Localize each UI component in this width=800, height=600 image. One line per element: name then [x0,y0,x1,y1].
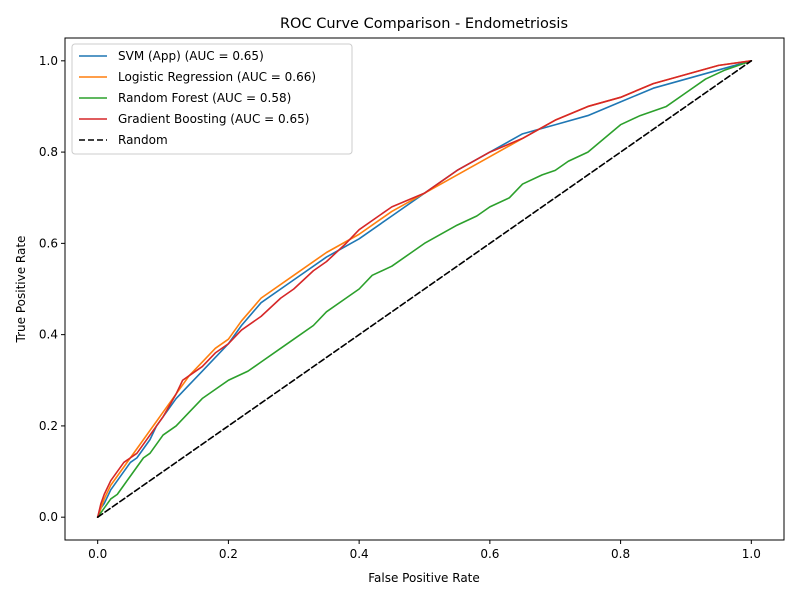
y-tick-label: 0.4 [39,328,58,342]
series-line-3 [96,60,753,518]
y-axis-label: True Positive Rate [14,236,28,344]
x-tick-label: 0.4 [350,547,369,561]
y-tick-label: 0.8 [39,145,58,159]
series-line-2 [96,60,753,518]
x-tick-label: 1.0 [742,547,761,561]
x-tick-label: 0.6 [480,547,499,561]
x-axis-ticks: 0.0 0.2 0.4 0.6 0.8 1.0 [88,540,761,561]
legend: SVM (App) (AUC = 0.65) Logistic Regressio… [71,43,353,155]
x-tick-label: 0.2 [219,547,238,561]
legend-box [71,43,353,155]
legend-label: Gradient Boosting (AUC = 0.65) [118,112,309,126]
chart-title: ROC Curve Comparison - Endometriosis [280,16,568,32]
y-tick-label: 0.6 [39,236,58,250]
legend-label: Random [118,133,168,147]
series-group [96,60,753,518]
legend-label: SVM (App) (AUC = 0.65) [118,49,264,63]
y-axis-ticks: 0.0 0.2 0.4 0.6 0.8 1.0 [39,54,65,524]
y-tick-label: 0.2 [39,419,58,433]
y-tick-label: 1.0 [39,54,58,68]
series-line-0 [96,60,753,518]
x-tick-label: 0.8 [611,547,630,561]
plot-frame [64,37,785,541]
x-tick-label: 0.0 [88,547,107,561]
x-axis-label: False Positive Rate [368,571,480,585]
y-tick-label: 0.0 [39,510,58,524]
plot-area: 0.0 0.2 0.4 0.6 0.8 1.0 0.0 0.2 0.4 0.6 0.8 1.0 [39,37,785,561]
legend-label: Random Forest (AUC = 0.58) [118,91,291,105]
legend-label: Logistic Regression (AUC = 0.66) [118,70,316,84]
series-line-4 [96,60,753,518]
